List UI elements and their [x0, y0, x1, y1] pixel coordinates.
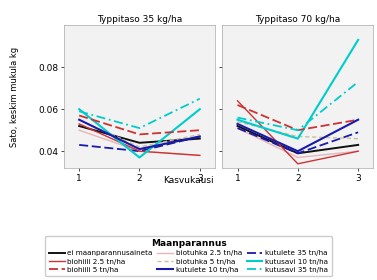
Text: Kasvukausi: Kasvukausi: [163, 176, 214, 185]
Title: Typpitaso 70 kg/ha: Typpitaso 70 kg/ha: [255, 15, 340, 24]
Y-axis label: Sato, keskim mukula kg: Sato, keskim mukula kg: [10, 46, 19, 147]
Legend: ei maanparannusaineta, biohiili 2.5 tn/ha, biohiili 5 tn/ha, biotuhka 2.5 tn/ha,: ei maanparannusaineta, biohiili 2.5 tn/h…: [45, 235, 332, 276]
Title: Typpitaso 35 kg/ha: Typpitaso 35 kg/ha: [97, 15, 182, 24]
